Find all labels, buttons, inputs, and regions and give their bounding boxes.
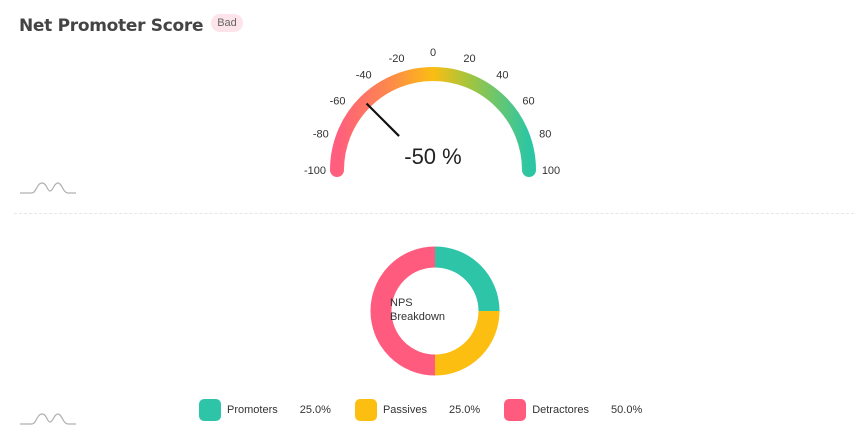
legend-item-promoters[interactable]: Promoters 25.0% — [199, 399, 331, 421]
legend-swatch — [354, 399, 377, 421]
status-badge: Bad — [211, 14, 243, 32]
legend-label: Passives — [382, 404, 427, 416]
legend-value: 25.0% — [448, 404, 481, 416]
gauge-tick-label: -80 — [313, 129, 329, 141]
gauge-tick-label: 40 — [496, 70, 508, 82]
sparkline-icon — [20, 182, 76, 194]
gauge-arc — [330, 67, 536, 177]
gauge-tick-label: -40 — [356, 70, 372, 82]
gauge-needle — [365, 102, 400, 137]
breakdown-legend: Promoters 25.0% Passives 25.0% Detractor… — [199, 399, 666, 421]
gauge-tick-label: -100 — [304, 165, 326, 177]
gauge-value: -50 % — [404, 144, 461, 169]
gauge-tick-label: 100 — [542, 165, 560, 177]
sparkline-icon — [20, 413, 76, 425]
donut-slice[interactable] — [434, 246, 500, 312]
legend-value: 50.0% — [611, 404, 643, 416]
gauge-tick-label: 20 — [463, 53, 475, 65]
legend-label: Detractores — [532, 404, 590, 416]
gauge-tick-label: -20 — [389, 53, 405, 65]
nps-gauge: -100 -80 -60 -40 -20 0 20 40 60 80 100 -50 % — [304, 47, 560, 177]
legend-swatch — [504, 399, 527, 421]
widget-title: Net Promoter Score — [19, 16, 204, 36]
donut-slice[interactable] — [434, 310, 500, 376]
gauge-tick-label: -60 — [330, 96, 346, 108]
nps-breakdown-donut — [370, 246, 500, 376]
widget-header: Net Promoter Score Bad — [19, 14, 243, 36]
legend-label: Promoters — [227, 404, 278, 416]
legend-item-detractores[interactable]: Detractores 50.0% — [504, 399, 642, 421]
gauge-tick-label: 0 — [430, 47, 436, 59]
donut-slice[interactable] — [370, 246, 436, 376]
legend-swatch — [199, 399, 221, 421]
section-divider — [14, 213, 854, 214]
donut-center-text: NPS Breakdown — [390, 297, 446, 323]
legend-item-passives[interactable]: Passives 25.0% — [354, 399, 481, 421]
donut-center-label: NPS Breakdown — [390, 296, 480, 324]
gauge-tick-label: 80 — [539, 129, 551, 141]
legend-value: 25.0% — [299, 404, 331, 416]
gauge-tick-label: 60 — [522, 96, 534, 108]
